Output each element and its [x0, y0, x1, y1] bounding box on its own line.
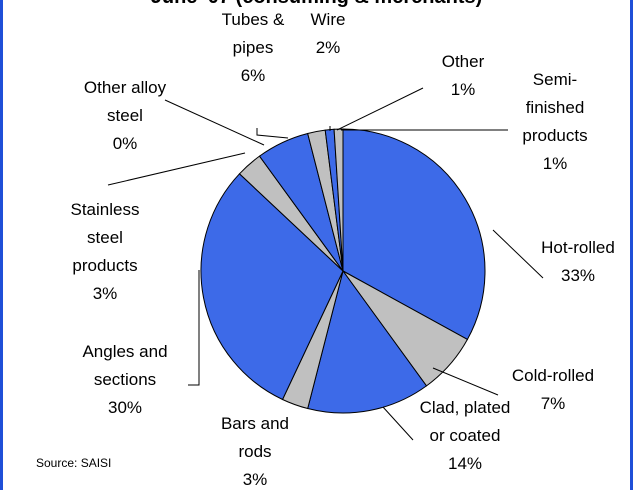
pie-slice: [342, 128, 486, 341]
slice-label: Semi-finished products 1%: [515, 66, 595, 178]
slice-label: Hot-rolled 33%: [528, 234, 628, 290]
leader-line: [382, 406, 414, 441]
leader-line: [107, 152, 246, 186]
pie-slice: [307, 269, 428, 414]
slice-value: 3%: [242, 470, 268, 489]
slice-value: 7%: [540, 394, 566, 413]
slice-label: Wire 2%: [303, 6, 353, 62]
slice-value: 1%: [450, 80, 476, 99]
slice-label: Other alloy steel 0%: [75, 74, 175, 158]
slice-label: Cold-rolled 7%: [503, 362, 603, 418]
slice-category: Other: [441, 52, 485, 71]
slice-category: Angles and sections: [82, 342, 168, 389]
slice-label: Angles and sections 30%: [75, 338, 175, 422]
leader-lines: [107, 87, 544, 441]
slice-category: Other alloy steel: [83, 78, 167, 125]
slice-category: Hot-rolled: [541, 238, 615, 257]
pie: [200, 128, 486, 414]
slice-label: Stainless steel products 3%: [60, 196, 150, 308]
chart: [107, 87, 544, 441]
slice-value: 33%: [560, 266, 596, 285]
slice-label: Bars and rods 3%: [215, 410, 295, 490]
slice-label: Tubes & pipes 6%: [216, 6, 291, 90]
leader-line: [188, 270, 200, 386]
slice-category: Stainless steel products: [70, 200, 140, 275]
slice-category: Wire: [310, 10, 346, 29]
slice-label: Other 1%: [433, 48, 493, 104]
leader-line: [256, 128, 289, 139]
slice-category: Semi-finished products: [522, 70, 588, 145]
slice-value: 3%: [92, 284, 118, 303]
slice-label: Clad, plated or coated 14%: [412, 394, 518, 478]
slice-category: Tubes & pipes: [221, 10, 285, 57]
pie-slice: [200, 173, 344, 401]
leader-line: [336, 87, 424, 131]
slice-value: 14%: [447, 454, 483, 473]
leader-line: [432, 367, 499, 396]
slice-value: 0%: [112, 134, 138, 153]
chart-title: June '07 (consuming & merchants): [3, 0, 630, 9]
slice-value: 6%: [240, 66, 266, 85]
slice-category: Bars and rods: [220, 414, 290, 461]
slice-category: Cold-rolled: [511, 366, 595, 385]
leader-line: [164, 99, 265, 146]
slice-value: 30%: [107, 398, 143, 417]
slice-category: Clad, plated or coated: [419, 398, 511, 445]
leader-line: [492, 229, 544, 279]
slice-value: 2%: [315, 38, 341, 57]
source-note: Source: SAISI: [36, 456, 112, 470]
slice-value: 1%: [542, 154, 568, 173]
